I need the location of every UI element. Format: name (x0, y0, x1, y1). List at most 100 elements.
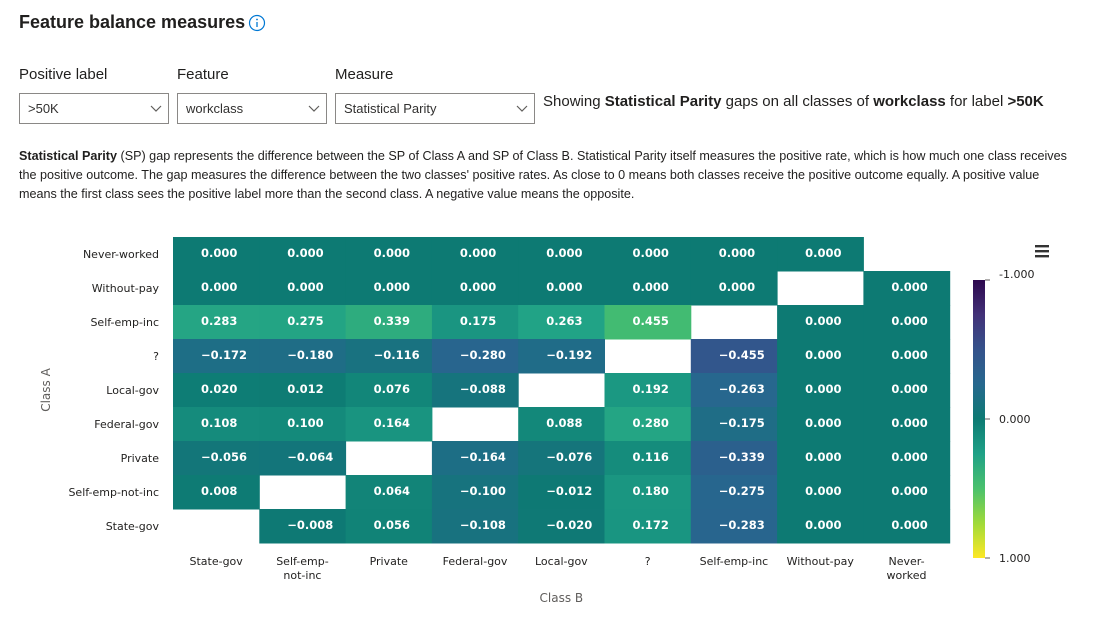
heatmap-cell-label: 0.000 (201, 246, 237, 260)
heatmap-cell (604, 237, 692, 272)
heatmap-cell (431, 509, 519, 544)
heatmap-cell-label: −0.064 (287, 450, 333, 464)
heatmap-cell-label: 0.000 (460, 246, 496, 260)
y-tick-label: ? (153, 350, 159, 363)
heatmap-cell-label: 0.000 (633, 280, 669, 294)
colorbar-tick-label: 0.000 (999, 413, 1031, 426)
heatmap-cell-label: 0.000 (546, 280, 582, 294)
heatmap-cell-label: 0.064 (374, 484, 410, 498)
heatmap-cell (518, 407, 605, 442)
x-tick-label: State-gov (189, 555, 243, 568)
heatmap-cell (604, 441, 692, 476)
heatmap-cell (345, 339, 433, 374)
heatmap-cell-label: 0.000 (719, 246, 755, 260)
heatmap-cell (345, 475, 433, 510)
x-tick-label: Self-emp-inc (700, 555, 769, 568)
heatmap-cell (690, 475, 778, 510)
heatmap-cell-label: 0.000 (891, 314, 927, 328)
heatmap-cell (690, 373, 778, 408)
heatmap-cell (604, 271, 692, 306)
heatmap-cell (173, 271, 260, 306)
hamburger-menu-icon[interactable] (1032, 242, 1052, 260)
heatmap-cell (518, 271, 605, 306)
heatmap-cell-label: 0.000 (805, 484, 841, 498)
heatmap-cell-label: 0.000 (891, 348, 927, 362)
heatmap-cell-label: 0.164 (374, 416, 410, 430)
showing-feature: workclass (873, 93, 946, 110)
heatmap-cell (259, 339, 347, 374)
heatmap-cell-label: 0.088 (546, 416, 582, 430)
y-tick-label: Self-emp-not-inc (68, 486, 159, 499)
x-tick-label: Local-gov (535, 555, 588, 568)
showing-summary: Showing Statistical Parity gaps on all c… (543, 93, 1044, 110)
heatmap-cell-label: −0.283 (719, 518, 765, 532)
x-tick-label-line: not-inc (283, 569, 321, 582)
positive-label-value: >50K (28, 101, 59, 116)
heatmap-cell-label: 0.000 (805, 450, 841, 464)
heatmap-cell-label: 0.000 (287, 280, 323, 294)
x-tick-label: Federal-gov (443, 555, 508, 568)
heatmap-cell (690, 407, 778, 442)
heatmap-cell-label: 0.455 (633, 314, 669, 328)
info-icon[interactable] (248, 14, 266, 32)
heatmap-cell-label: −0.020 (546, 518, 592, 532)
heatmap-cell-label: 0.056 (374, 518, 410, 532)
heatmap-cell-label: −0.108 (460, 518, 506, 532)
heatmap-cell (518, 237, 605, 272)
heatmap-cell-label: 0.008 (201, 484, 237, 498)
heatmap-cell-label: 0.000 (891, 518, 927, 532)
heatmap-cell-label: −0.172 (201, 348, 247, 362)
heatmap-cell-label: −0.012 (546, 484, 592, 498)
colorbar-tick-label: 1.000 (999, 552, 1031, 565)
colorbar (973, 280, 985, 558)
x-tick-label-line: Private (370, 555, 409, 568)
chevron-down-icon (150, 105, 162, 112)
heatmap-cell (777, 373, 864, 408)
showing-middle2: for label (945, 93, 1008, 110)
positive-label-dropdown[interactable]: >50K (19, 93, 169, 124)
y-axis-title: Class A (39, 367, 53, 411)
heatmap-cell-label: 0.000 (805, 348, 841, 362)
x-tick-label-line: State-gov (189, 555, 243, 568)
showing-middle1: gaps on all classes of (721, 93, 874, 110)
measure-description: Statistical Parity (SP) gap represents t… (19, 147, 1069, 204)
heatmap-cell (604, 509, 692, 544)
heatmap-cell (690, 271, 778, 306)
heatmap-cell-label: −0.455 (719, 348, 765, 362)
heatmap-cell (345, 237, 433, 272)
heatmap-cell-label: 0.100 (287, 416, 323, 430)
heatmap-cell-label: 0.000 (374, 280, 410, 294)
heatmap-cell-label: 0.108 (201, 416, 237, 430)
heatmap-cell (345, 373, 433, 408)
feature-dropdown[interactable]: workclass (177, 93, 327, 124)
heatmap-cell (431, 271, 519, 306)
heatmap-cell-label: 0.275 (287, 314, 323, 328)
y-tick-label: Federal-gov (94, 418, 159, 431)
heatmap-cell-label: −0.008 (287, 518, 333, 532)
heatmap-cell-label: 0.000 (805, 382, 841, 396)
heatmap-cell-label: −0.192 (546, 348, 592, 362)
heatmap-cell (431, 441, 519, 476)
heatmap-cell-label: −0.263 (719, 382, 765, 396)
measure-dropdown[interactable]: Statistical Parity (335, 93, 535, 124)
heatmap-cell (259, 407, 347, 442)
x-tick-label: Private (370, 555, 409, 568)
heatmap-cell-label: 0.000 (633, 246, 669, 260)
x-tick-label-line: Federal-gov (443, 555, 508, 568)
heatmap-chart: 0.000 0.000 0.000 0.000 0.000 0.000 0.000 0.000… (39, 237, 1034, 605)
heatmap-cell (345, 305, 433, 340)
heatmap-cell (173, 373, 260, 408)
heatmap-cell (777, 407, 864, 442)
x-tick-label: Without-pay (787, 555, 855, 568)
heatmap-cell (863, 475, 951, 510)
showing-label: >50K (1007, 93, 1044, 110)
y-tick-label: Local-gov (106, 384, 159, 397)
heatmap-cell (431, 237, 519, 272)
heatmap-cell-label: −0.280 (460, 348, 506, 362)
heatmap-cell-label: 0.076 (374, 382, 410, 396)
x-tick-label-line: worked (887, 569, 927, 582)
heatmap-cell-label: −0.175 (719, 416, 765, 430)
x-tick-label-line: Self-emp-inc (700, 555, 769, 568)
heatmap-cell (259, 237, 347, 272)
y-tick-label: Private (121, 452, 160, 465)
